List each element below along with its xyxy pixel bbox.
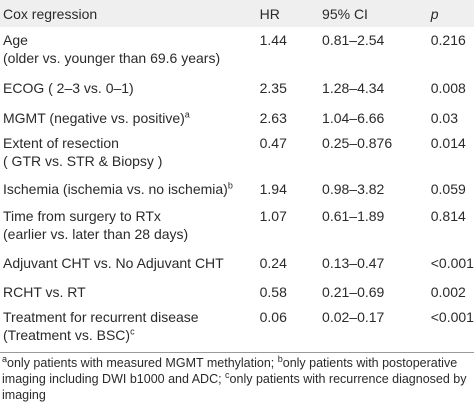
row-label: Ischemia (ischemia vs. no ischemia) (3, 181, 228, 197)
row-variable: Ischemia (ischemia vs. no ischemia)b (0, 172, 260, 203)
table-row: Ischemia (ischemia vs. no ischemia)b 1.9… (0, 172, 474, 203)
row-variable: MGMT (negative vs. positive)a (0, 101, 260, 130)
row-label: Age (3, 32, 28, 48)
cox-regression-table: Cox regression HR 95% CI p Age (older vs… (0, 0, 474, 347)
row-variable: Treatment for recurrent disease (Treatme… (0, 304, 260, 347)
table-header: Cox regression HR 95% CI p (0, 0, 474, 27)
table-row: Age (older vs. younger than 69.6 years) … (0, 27, 474, 71)
row-label: MGMT (negative vs. positive) (3, 110, 185, 126)
row-ci: 0.21–0.69 (322, 284, 385, 300)
header-variable: Cox regression (3, 5, 98, 22)
row-sublabel: ( GTR vs. STR & Biopsy ) (3, 153, 163, 169)
row-variable: Age (older vs. younger than 69.6 years) (0, 27, 260, 71)
footnote-marker: b (227, 180, 233, 191)
row-p: <0.001 (430, 255, 474, 271)
row-ci: 0.81–2.54 (322, 32, 385, 48)
footnote-marker: a (184, 109, 190, 120)
row-label: RCHT vs. RT (3, 284, 86, 300)
row-sublabel: (earlier vs. later than 28 days) (3, 226, 189, 242)
footnote-a-marker: a (2, 353, 8, 364)
row-label: ECOG ( 2–3 vs. 0–1) (3, 80, 134, 96)
row-variable: Adjuvant CHT vs. No Adjuvant CHT (0, 246, 260, 275)
row-hr: 0.47 (259, 135, 287, 151)
row-hr: 2.35 (259, 80, 287, 96)
row-sublabel: (older vs. younger than 69.6 years) (3, 50, 221, 66)
row-p: 0.014 (430, 135, 466, 151)
table-row: MGMT (negative vs. positive)a 2.63 1.04–… (0, 101, 474, 130)
row-variable: Extent of resection ( GTR vs. STR & Biop… (0, 130, 260, 172)
footnote-c-marker: c (225, 369, 230, 380)
row-p: 0.814 (430, 208, 466, 224)
header-ci: 95% CI (322, 5, 368, 22)
row-variable: Time from surgery to RTx (earlier vs. la… (0, 203, 260, 246)
table-footnotes: aonly patients with measured MGMT methyl… (2, 353, 472, 403)
row-hr: 2.63 (259, 110, 287, 126)
row-sublabel: (Treatment vs. BSC)c (3, 326, 260, 344)
row-p: <0.001 (430, 309, 474, 325)
row-ci: 0.98–3.82 (322, 181, 385, 197)
footnote-b-marker: b (277, 353, 283, 364)
row-ci: 0.13–0.47 (322, 255, 385, 271)
row-variable: ECOG ( 2–3 vs. 0–1) (0, 71, 260, 101)
row-label: Adjuvant CHT vs. No Adjuvant CHT (3, 255, 224, 271)
row-ci: 0.61–1.89 (322, 208, 385, 224)
footnote-c-text: only patients with recurrence diagnosed … (2, 372, 467, 402)
row-p: 0.008 (430, 80, 466, 96)
table-row: Extent of resection ( GTR vs. STR & Biop… (0, 130, 474, 172)
header-hr: HR (259, 5, 280, 22)
row-ci: 0.02–0.17 (322, 309, 385, 325)
row-hr: 1.94 (259, 181, 287, 197)
footnote-b-text: only patients with postoperative imaging… (2, 356, 458, 386)
footnote-marker: c (130, 326, 135, 337)
table-bottom-divider (0, 352, 474, 353)
table-row: Treatment for recurrent disease (Treatme… (0, 304, 474, 347)
row-hr: 0.06 (259, 309, 287, 325)
table-body: Age (older vs. younger than 69.6 years) … (0, 27, 474, 347)
row-hr: 0.58 (259, 284, 287, 300)
table-row: RCHT vs. RT 0.58 0.21–0.69 0.002 (0, 275, 474, 304)
row-p: 0.059 (430, 181, 466, 197)
table-row: ECOG ( 2–3 vs. 0–1) 2.35 1.28–4.34 0.008 (0, 71, 474, 101)
row-p: 0.002 (430, 284, 466, 300)
row-sublabel-text: (Treatment vs. BSC) (3, 327, 131, 343)
row-ci: 0.25–0.876 (322, 135, 393, 151)
row-variable: RCHT vs. RT (0, 275, 260, 304)
footnote-a-text: only patients with measured MGMT methyla… (7, 356, 278, 370)
header-row: Cox regression HR 95% CI p (0, 0, 474, 27)
row-label: Treatment for recurrent disease (3, 309, 199, 325)
row-p: 0.216 (430, 32, 466, 48)
header-p: p (430, 5, 439, 22)
row-hr: 0.24 (259, 255, 287, 271)
row-hr: 1.44 (259, 32, 287, 48)
row-label: Time from surgery to RTx (3, 208, 161, 224)
row-ci: 1.28–4.34 (322, 80, 385, 96)
table-row: Time from surgery to RTx (earlier vs. la… (0, 203, 474, 246)
row-ci: 1.04–6.66 (322, 110, 385, 126)
table-row: Adjuvant CHT vs. No Adjuvant CHT 0.24 0.… (0, 246, 474, 275)
row-p: 0.03 (430, 110, 458, 126)
row-hr: 1.07 (259, 208, 287, 224)
row-label: Extent of resection (3, 135, 119, 151)
